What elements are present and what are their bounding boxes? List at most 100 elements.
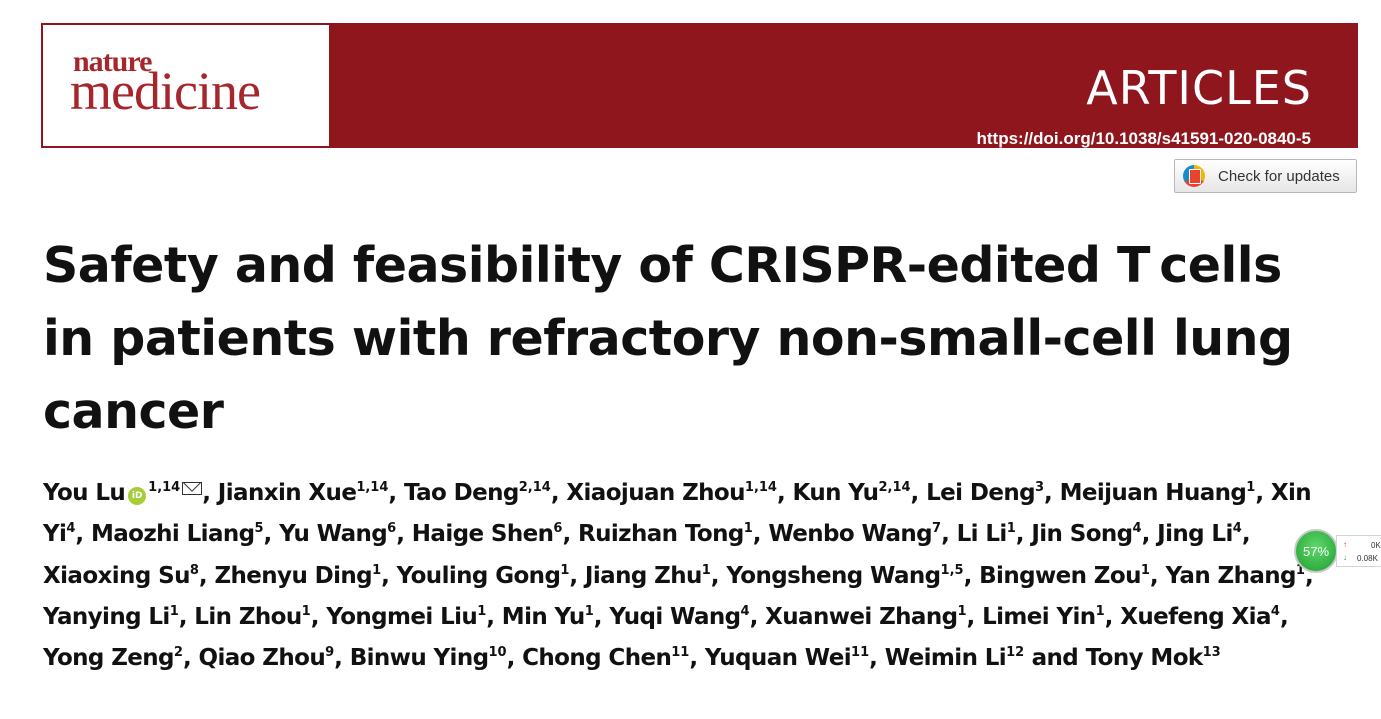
author-item[interactable]: Limei Yin1: [982, 604, 1105, 630]
author-item[interactable]: Jiang Zhu1: [585, 563, 711, 589]
author-affiliation-sup: 4: [1270, 603, 1280, 619]
author-name: Yanying Li: [43, 603, 170, 630]
author-name: Meijuan Huang: [1059, 480, 1247, 506]
author-name: Min Yu: [501, 603, 586, 630]
author-item[interactable]: Haige Shen6: [412, 521, 563, 547]
author-item[interactable]: Kun Yu2,14: [793, 480, 911, 506]
download-rate: 0.08K: [1357, 554, 1378, 563]
author-name: Jing Li: [1157, 521, 1233, 548]
check-for-updates-button[interactable]: Check for updates: [1174, 159, 1357, 193]
author-affiliation-sup: 1: [1246, 480, 1256, 495]
author-affiliation-sup: 13: [1202, 645, 1221, 661]
author-item[interactable]: Lei Deng3: [926, 480, 1044, 506]
crossmark-icon: [1183, 165, 1205, 187]
author-item[interactable]: Jin Song4: [1031, 521, 1141, 547]
author-name: Lei Deng: [926, 480, 1035, 506]
author-affiliation-sup: 11: [851, 645, 870, 661]
author-item[interactable]: Meijuan Huang1: [1060, 480, 1256, 506]
author-affiliation-sup: 1: [1295, 562, 1305, 578]
journal-logo[interactable]: nature medicine: [41, 23, 331, 148]
author-item[interactable]: You Lu iD1,14: [43, 480, 203, 506]
author-item[interactable]: Maozhi Liang5: [91, 521, 264, 547]
author-name: Lin Zhou: [194, 603, 302, 630]
author-affiliation-sup: 4: [1232, 521, 1242, 537]
author-item[interactable]: Zhenyu Ding1: [214, 563, 381, 589]
author-item[interactable]: Yongmei Liu1: [326, 604, 486, 630]
author-affiliation-sup: 2,14: [518, 480, 551, 495]
author-name: Yong Zeng: [43, 645, 175, 672]
author-name: Kun Yu: [792, 480, 880, 506]
author-item[interactable]: Yuquan Wei11: [705, 645, 869, 671]
article-title: Safety and feasibility of CRISPR-edited …: [43, 237, 1293, 440]
author-item[interactable]: Jianxin Xue1,14: [218, 480, 389, 506]
author-item[interactable]: Wenbo Wang7: [768, 521, 941, 547]
author-item[interactable]: Min Yu1: [502, 604, 594, 630]
author-name: Yuqi Wang: [609, 603, 741, 630]
author-name: Maozhi Liang: [90, 521, 255, 548]
author-affiliation-sup: 1: [1006, 521, 1016, 537]
author-item[interactable]: Yanying Li1: [43, 604, 179, 630]
orcid-icon[interactable]: iD: [128, 487, 147, 505]
author-name: Wenbo Wang: [768, 521, 933, 548]
author-affiliation-sup: 5: [254, 521, 264, 537]
author-name: You Lu: [43, 480, 126, 506]
author-joiner: and: [1031, 645, 1079, 672]
author-name: Yu Wang: [279, 521, 388, 548]
author-item[interactable]: Binwu Ying10: [350, 645, 507, 671]
check-for-updates-label: Check for updates: [1218, 167, 1340, 185]
author-name: Yan Zhang: [1165, 562, 1296, 589]
doi-link[interactable]: https://doi.org/10.1038/s41591-020-0840-…: [976, 129, 1312, 148]
author-item[interactable]: Yuqi Wang4: [609, 604, 749, 630]
network-monitor-gauge[interactable]: 57%: [1294, 529, 1338, 573]
author-item[interactable]: Chong Chen11: [522, 645, 689, 671]
author-item[interactable]: Li Li1: [957, 521, 1016, 547]
author-name: Haige Shen: [411, 521, 554, 548]
author-name: Yongsheng Wang: [726, 562, 941, 589]
author-item[interactable]: Jing Li4: [1157, 521, 1242, 547]
author-item[interactable]: Yong Zeng2: [43, 645, 183, 671]
upload-arrow-icon: ↑: [1343, 540, 1347, 549]
author-item[interactable]: Yan Zhang1: [1165, 563, 1305, 589]
author-affiliation-sup: 1: [584, 603, 594, 619]
author-affiliation-sup: 1: [372, 562, 382, 578]
author-affiliation-sup: 11: [671, 645, 690, 661]
author-name: Yongmei Liu: [326, 603, 478, 630]
logo-text-medicine: medicine: [70, 61, 261, 121]
author-name: Binwu Ying: [349, 645, 489, 672]
author-name: Jianxin Xue: [217, 480, 357, 506]
author-item[interactable]: Xuanwei Zhang1: [765, 604, 966, 630]
author-item[interactable]: Xiaoxing Su8: [43, 563, 199, 589]
author-item[interactable]: Yongsheng Wang1,5: [726, 563, 963, 589]
author-affiliation-sup: 1: [701, 562, 711, 578]
author-item[interactable]: Yu Wang6: [279, 521, 396, 547]
author-list: You Lu iD1,14, Jianxin Xue1,14, Tao Deng2…: [43, 480, 1314, 672]
upload-rate: 0K: [1371, 541, 1381, 550]
author-name: Yuquan Wei: [704, 645, 852, 672]
author-affiliation-sup: 1: [560, 562, 570, 578]
author-item[interactable]: Tao Deng2,14: [404, 480, 551, 506]
author-affiliation-sup: 6: [387, 521, 397, 537]
author-item[interactable]: Xuefeng Xia4: [1120, 604, 1280, 630]
envelope-icon[interactable]: [182, 482, 203, 495]
author-item[interactable]: Tony Mok13: [1086, 645, 1221, 671]
author-item[interactable]: Qiao Zhou9: [199, 645, 335, 671]
author-item[interactable]: Ruizhan Tong1: [578, 521, 753, 547]
author-affiliation-sup: 7: [932, 521, 942, 537]
author-affiliation-sup: 1: [1140, 562, 1150, 578]
author-name: Jiang Zhu: [584, 562, 702, 589]
author-item[interactable]: Bingwen Zou1: [979, 563, 1150, 589]
author-name: Qiao Zhou: [198, 645, 326, 672]
author-item[interactable]: Lin Zhou1: [194, 604, 310, 630]
author-item[interactable]: Xin Yi4: [43, 480, 1312, 547]
author-affiliation-sup: 1: [301, 603, 311, 619]
author-name: Xuanwei Zhang: [765, 603, 958, 630]
network-monitor-panel: ↑ 0K ↓ 0.08K: [1336, 535, 1381, 567]
author-name: Ruizhan Tong: [578, 521, 744, 548]
author-affiliation-sup: 1,5: [940, 562, 964, 578]
author-affiliation-sup: 4: [740, 603, 750, 619]
author-affiliation-sup: 1,14: [744, 480, 777, 495]
author-item[interactable]: Youling Gong1: [397, 563, 570, 589]
author-item[interactable]: Xiaojuan Zhou1,14: [566, 480, 777, 506]
author-item[interactable]: Weimin Li12: [885, 645, 1025, 671]
author-name: Zhenyu Ding: [214, 562, 373, 589]
